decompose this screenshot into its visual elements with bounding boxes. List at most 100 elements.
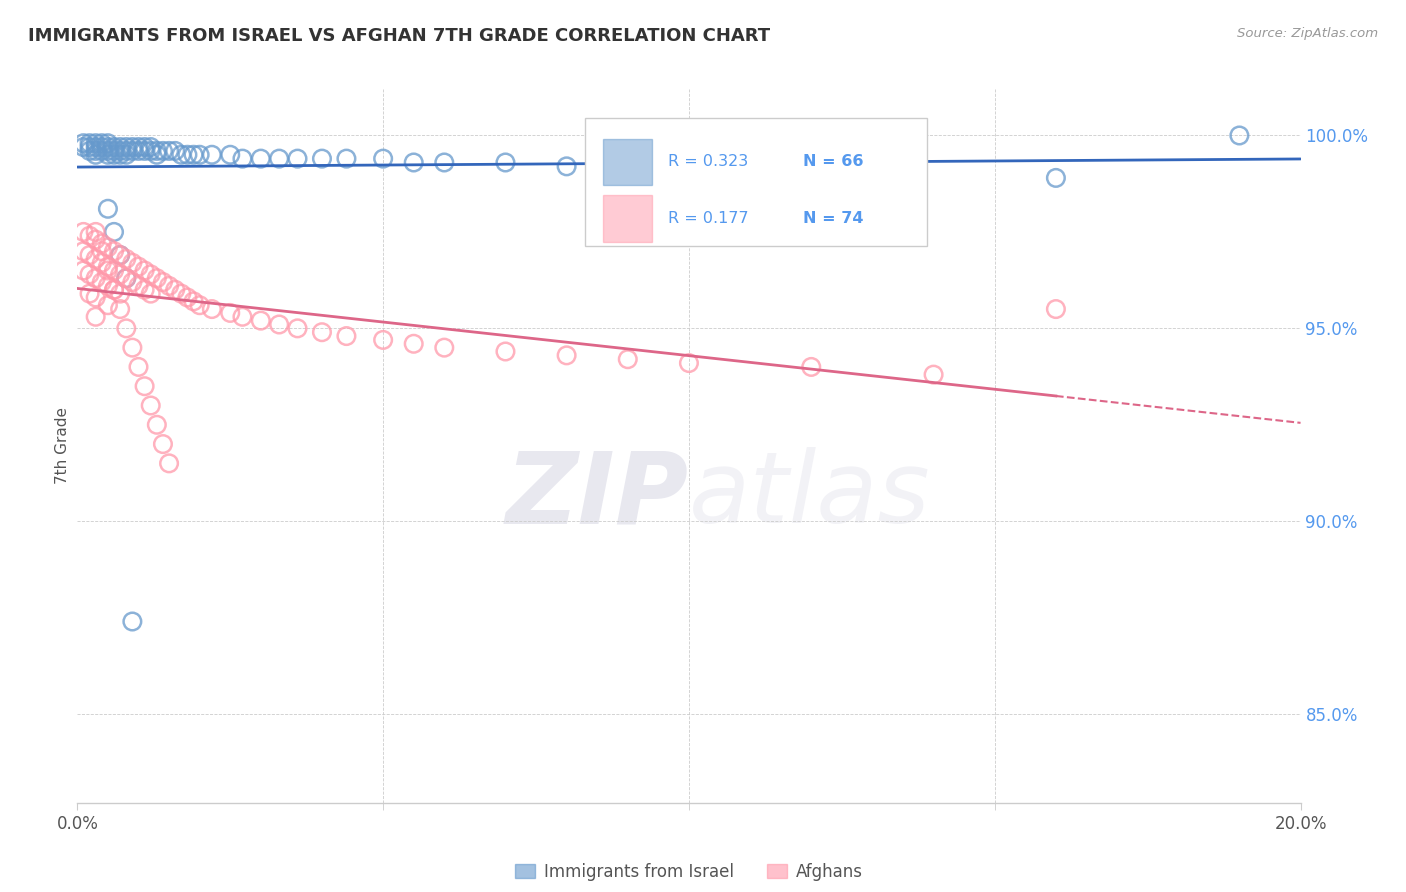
Point (269, 152, 291, 166)
Point (139, 144, 162, 158)
Point (108, 248, 131, 262)
Point (103, 148, 125, 162)
Point (219, 148, 242, 162)
Point (84, 140, 107, 154)
Point (84, 225, 107, 239)
Point (84, 233, 107, 247)
Point (134, 263, 156, 277)
Text: N = 74: N = 74 (803, 211, 863, 226)
Point (108, 140, 131, 154)
Point (108, 286, 131, 301)
Point (97, 298, 120, 312)
Point (146, 148, 169, 162)
Y-axis label: 7th Grade: 7th Grade (55, 408, 70, 484)
Point (90, 256, 112, 270)
Point (335, 329, 357, 343)
Point (84, 148, 107, 162)
Point (170, 148, 193, 162)
Point (108, 144, 131, 158)
FancyBboxPatch shape (585, 118, 928, 246)
Point (139, 140, 162, 154)
Point (79, 136, 101, 151)
Point (170, 286, 193, 301)
Point (134, 144, 156, 158)
Point (862, 167, 884, 181)
Text: IMMIGRANTS FROM ISRAEL VS AFGHAN 7TH GRADE CORRELATION CHART: IMMIGRANTS FROM ISRAEL VS AFGHAN 7TH GRA… (28, 27, 770, 45)
Point (146, 417, 169, 432)
FancyBboxPatch shape (603, 195, 652, 242)
Point (231, 152, 253, 166)
Point (219, 306, 242, 320)
Point (121, 256, 143, 270)
Point (157, 279, 180, 293)
Point (121, 144, 143, 158)
Point (146, 271, 169, 285)
Point (84, 252, 107, 266)
Point (103, 263, 125, 277)
Point (121, 140, 143, 154)
Point (165, 283, 187, 297)
Point (152, 144, 174, 158)
Point (188, 298, 211, 312)
Point (103, 140, 125, 154)
Point (617, 159, 640, 173)
Point (433, 341, 456, 355)
Point (269, 318, 291, 332)
Point (311, 152, 333, 166)
Point (335, 152, 357, 166)
Point (115, 271, 138, 285)
Text: N = 66: N = 66 (803, 154, 863, 169)
Point (97, 260, 120, 274)
Point (121, 615, 143, 629)
Point (72, 263, 94, 277)
Point (79, 286, 101, 301)
Point (79, 140, 101, 154)
Text: R = 0.177: R = 0.177 (668, 211, 749, 226)
Point (555, 159, 578, 173)
Legend: Immigrants from Israel, Afghans: Immigrants from Israel, Afghans (509, 856, 869, 888)
Point (115, 271, 138, 285)
Point (115, 140, 138, 154)
Point (495, 344, 517, 359)
Point (146, 144, 169, 158)
Point (157, 144, 180, 158)
Point (231, 310, 253, 324)
Point (250, 313, 273, 327)
Point (433, 155, 456, 169)
Point (97, 202, 120, 216)
Point (84, 310, 107, 324)
Point (1229, 128, 1251, 143)
Point (90, 144, 112, 158)
Point (139, 268, 162, 282)
Point (79, 144, 101, 158)
Text: R = 0.323: R = 0.323 (668, 154, 748, 169)
Point (188, 148, 211, 162)
Point (127, 140, 149, 154)
Point (176, 291, 198, 305)
Point (201, 148, 224, 162)
Text: Source: ZipAtlas.com: Source: ZipAtlas.com (1237, 27, 1378, 40)
Point (495, 155, 517, 169)
Point (97, 140, 120, 154)
Text: atlas: atlas (689, 448, 931, 544)
Point (79, 228, 101, 243)
Point (201, 301, 224, 316)
Point (103, 283, 125, 297)
Point (97, 148, 120, 162)
Point (72, 136, 94, 151)
Point (79, 268, 101, 282)
Point (103, 283, 125, 297)
Point (127, 260, 149, 274)
Point (97, 144, 120, 158)
Point (97, 263, 120, 277)
Point (115, 144, 138, 158)
Point (121, 341, 143, 355)
Point (90, 244, 112, 259)
Point (72, 244, 94, 259)
Point (555, 348, 578, 362)
Point (134, 140, 156, 154)
Point (287, 152, 309, 166)
Point (402, 155, 425, 169)
Point (922, 368, 945, 382)
Point (740, 163, 762, 178)
